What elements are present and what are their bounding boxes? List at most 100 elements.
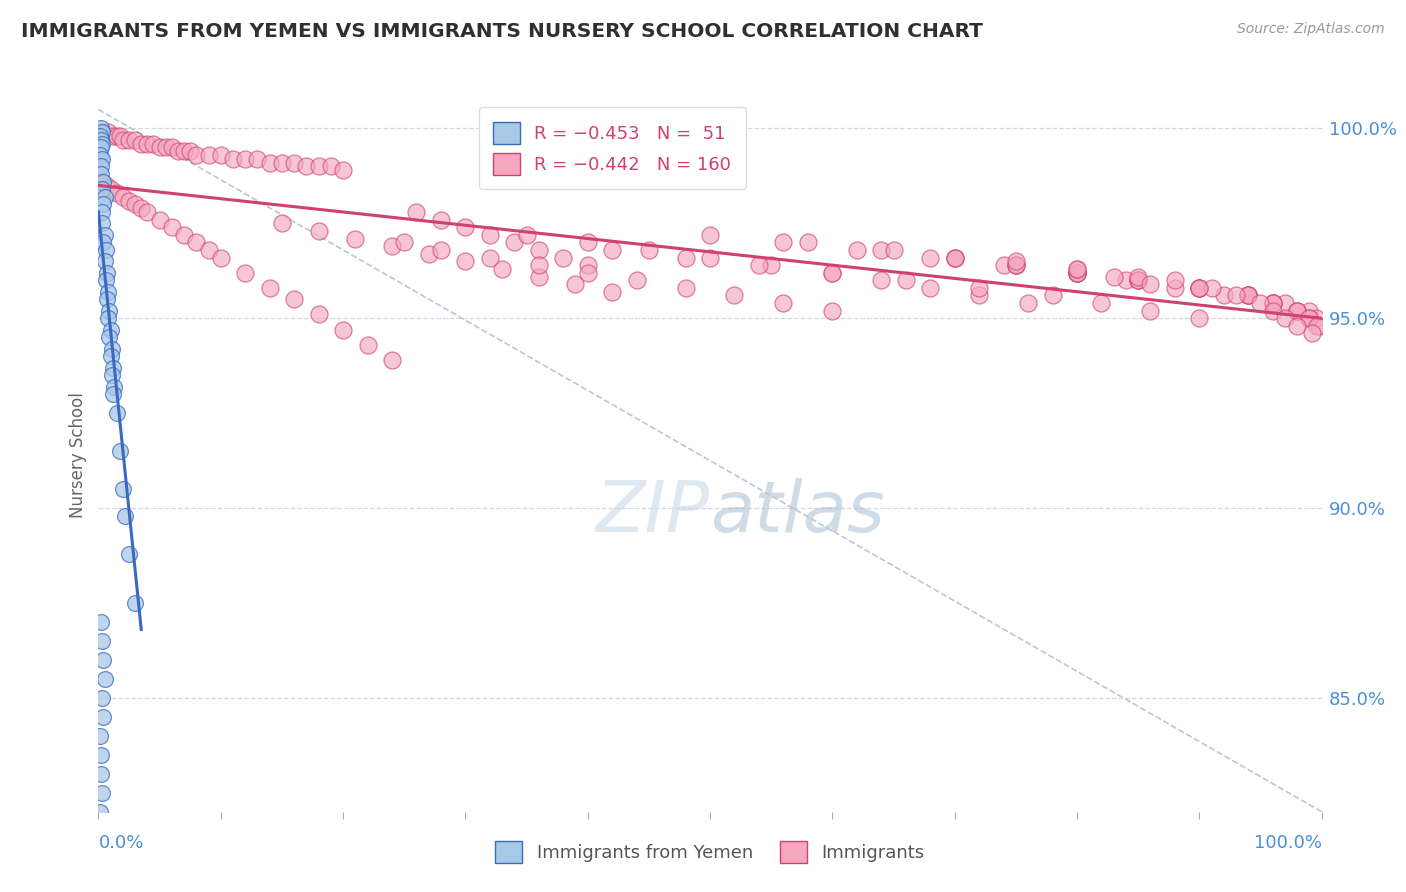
Point [993, 258, 1015, 272]
Point [100, 349, 122, 363]
Point [98, 303, 121, 318]
Point [1274, 296, 1296, 310]
Point [93, 190, 115, 204]
Point [91, 197, 114, 211]
Point [430, 212, 453, 227]
Point [111, 482, 134, 496]
Point [1066, 266, 1088, 280]
Point [91, 634, 114, 648]
Point [110, 444, 132, 458]
Point [94, 178, 117, 193]
Point [103, 379, 125, 393]
Point [91, 205, 114, 219]
Point [454, 254, 477, 268]
Point [1261, 296, 1284, 310]
Point [100, 323, 122, 337]
Point [344, 231, 367, 245]
Point [943, 251, 966, 265]
Point [1237, 288, 1260, 302]
Point [91, 175, 114, 189]
Point [454, 220, 477, 235]
Point [1128, 273, 1150, 287]
Text: atlas: atlas [710, 477, 884, 547]
Point [797, 235, 820, 250]
Point [93, 672, 115, 686]
Point [600, 285, 623, 299]
Point [392, 235, 416, 250]
Point [600, 243, 623, 257]
Point [160, 140, 183, 154]
Point [626, 273, 648, 287]
Point [101, 387, 124, 401]
Text: IMMIGRANTS FROM YEMEN VS IMMIGRANTS NURSERY SCHOOL CORRELATION CHART: IMMIGRANTS FROM YEMEN VS IMMIGRANTS NURS… [21, 22, 983, 41]
Point [1237, 288, 1260, 302]
Point [761, 258, 783, 272]
Point [1164, 281, 1187, 295]
Point [356, 338, 378, 352]
Point [101, 342, 124, 356]
Point [967, 288, 990, 302]
Point [332, 323, 354, 337]
Point [1212, 288, 1234, 302]
Point [90, 133, 112, 147]
Point [319, 160, 342, 174]
Point [1188, 281, 1211, 295]
Point [576, 258, 599, 272]
Point [723, 288, 745, 302]
Point [118, 194, 141, 208]
Point [1188, 281, 1211, 295]
Point [1139, 277, 1161, 292]
Point [1201, 281, 1223, 295]
Point [1286, 318, 1309, 333]
Point [90, 615, 112, 629]
Point [89, 805, 111, 819]
Point [91, 175, 114, 189]
Point [675, 281, 697, 295]
Point [748, 258, 770, 272]
Point [114, 508, 136, 523]
Point [920, 251, 942, 265]
Point [90, 121, 112, 136]
Point [105, 186, 128, 200]
Point [197, 243, 219, 257]
Point [97, 285, 120, 299]
Point [491, 261, 513, 276]
Point [564, 277, 586, 292]
Point [136, 205, 159, 219]
Point [1261, 296, 1284, 310]
Point [772, 235, 794, 250]
Point [209, 148, 232, 162]
Point [100, 182, 122, 196]
Point [97, 125, 120, 139]
Point [1017, 296, 1039, 310]
Y-axis label: Nursery School: Nursery School [69, 392, 87, 518]
Point [173, 145, 195, 159]
Point [883, 243, 905, 257]
Point [89, 729, 111, 743]
Point [90, 747, 112, 762]
Point [91, 710, 114, 724]
Point [1066, 266, 1088, 280]
Point [1004, 258, 1026, 272]
Point [89, 129, 111, 144]
Text: Source: ZipAtlas.com: Source: ZipAtlas.com [1237, 22, 1385, 37]
Point [308, 224, 330, 238]
Point [142, 136, 165, 151]
Point [405, 205, 427, 219]
Point [638, 243, 661, 257]
Point [870, 243, 893, 257]
Point [967, 281, 990, 295]
Point [90, 140, 112, 154]
Point [94, 273, 117, 287]
Point [1102, 269, 1125, 284]
Point [1128, 273, 1150, 287]
Point [478, 251, 501, 265]
Point [111, 133, 134, 147]
Point [699, 251, 721, 265]
Point [503, 235, 526, 250]
Point [93, 254, 115, 268]
Point [821, 303, 844, 318]
Point [1274, 311, 1296, 326]
Point [1128, 273, 1150, 287]
Point [527, 243, 550, 257]
